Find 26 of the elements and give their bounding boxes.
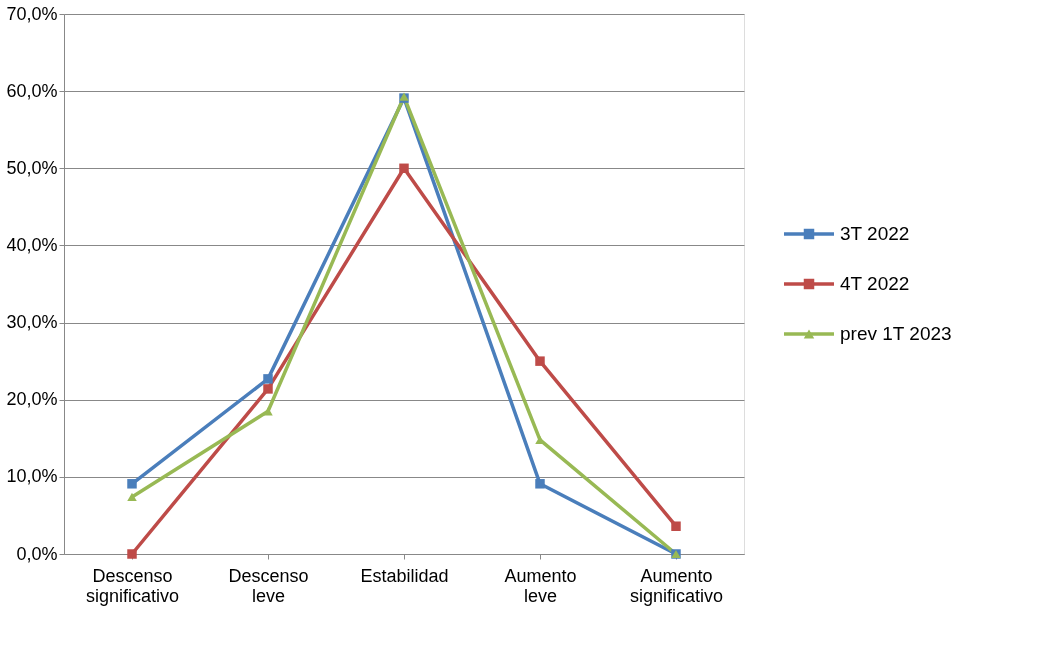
point xyxy=(535,356,545,366)
x-tick-label: Aumento leve xyxy=(504,565,577,606)
y-tick-label: 30,0% xyxy=(6,312,58,333)
legend-label: 3T 2022 xyxy=(840,223,910,244)
point xyxy=(535,479,545,489)
point xyxy=(127,479,137,489)
y-tick-label: 0,0% xyxy=(16,543,58,564)
y-tick-label: 20,0% xyxy=(6,389,58,410)
x-tick-label: Estabilidad xyxy=(360,565,449,586)
point xyxy=(127,549,137,559)
y-tick-label: 70,0% xyxy=(6,3,58,24)
x-tick-label: Descenso leve xyxy=(228,565,309,606)
point xyxy=(263,374,273,384)
y-tick-label: 50,0% xyxy=(6,157,58,178)
x-tick-label: Descenso significativo xyxy=(85,565,180,606)
point xyxy=(399,163,409,174)
point xyxy=(263,384,273,394)
point xyxy=(263,407,273,416)
y-tick-label: 10,0% xyxy=(6,466,58,487)
y-tick-label: 40,0% xyxy=(6,234,58,255)
legend-label: prev 1T 2023 xyxy=(840,323,952,344)
point xyxy=(127,492,137,502)
legend-label: 4T 2022 xyxy=(840,273,910,294)
point xyxy=(671,521,681,531)
y-tick-label: 60,0% xyxy=(6,80,58,101)
x-tick-label: Aumento significativo xyxy=(629,565,724,606)
